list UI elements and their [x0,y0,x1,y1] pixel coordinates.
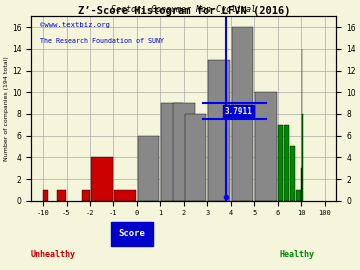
Text: Score: Score [118,229,145,238]
Bar [232,27,253,201]
Text: Healthy: Healthy [279,251,314,259]
Bar [138,136,159,201]
Bar [290,146,295,201]
Bar [82,190,90,201]
Bar [278,125,283,201]
Y-axis label: Number of companies (194 total): Number of companies (194 total) [4,56,9,161]
Text: The Research Foundation of SUNY: The Research Foundation of SUNY [40,38,165,44]
Text: Unhealthy: Unhealthy [30,251,75,259]
Bar [91,157,113,201]
Bar [296,190,301,201]
Bar [114,190,136,201]
Bar [173,103,195,201]
Bar [284,125,289,201]
Bar [58,190,66,201]
Bar [255,92,277,201]
Bar [302,114,303,201]
Bar [208,60,230,201]
Text: ©www.textbiz.org: ©www.textbiz.org [40,22,111,28]
Bar [161,103,183,201]
Text: 3.7911: 3.7911 [225,107,252,116]
Title: Z’-Score Histogram for LFVN (2016): Z’-Score Histogram for LFVN (2016) [78,5,290,15]
Text: Sector: Consumer Non-Cyclical: Sector: Consumer Non-Cyclical [111,5,256,14]
Bar [43,190,48,201]
Bar [185,114,206,201]
